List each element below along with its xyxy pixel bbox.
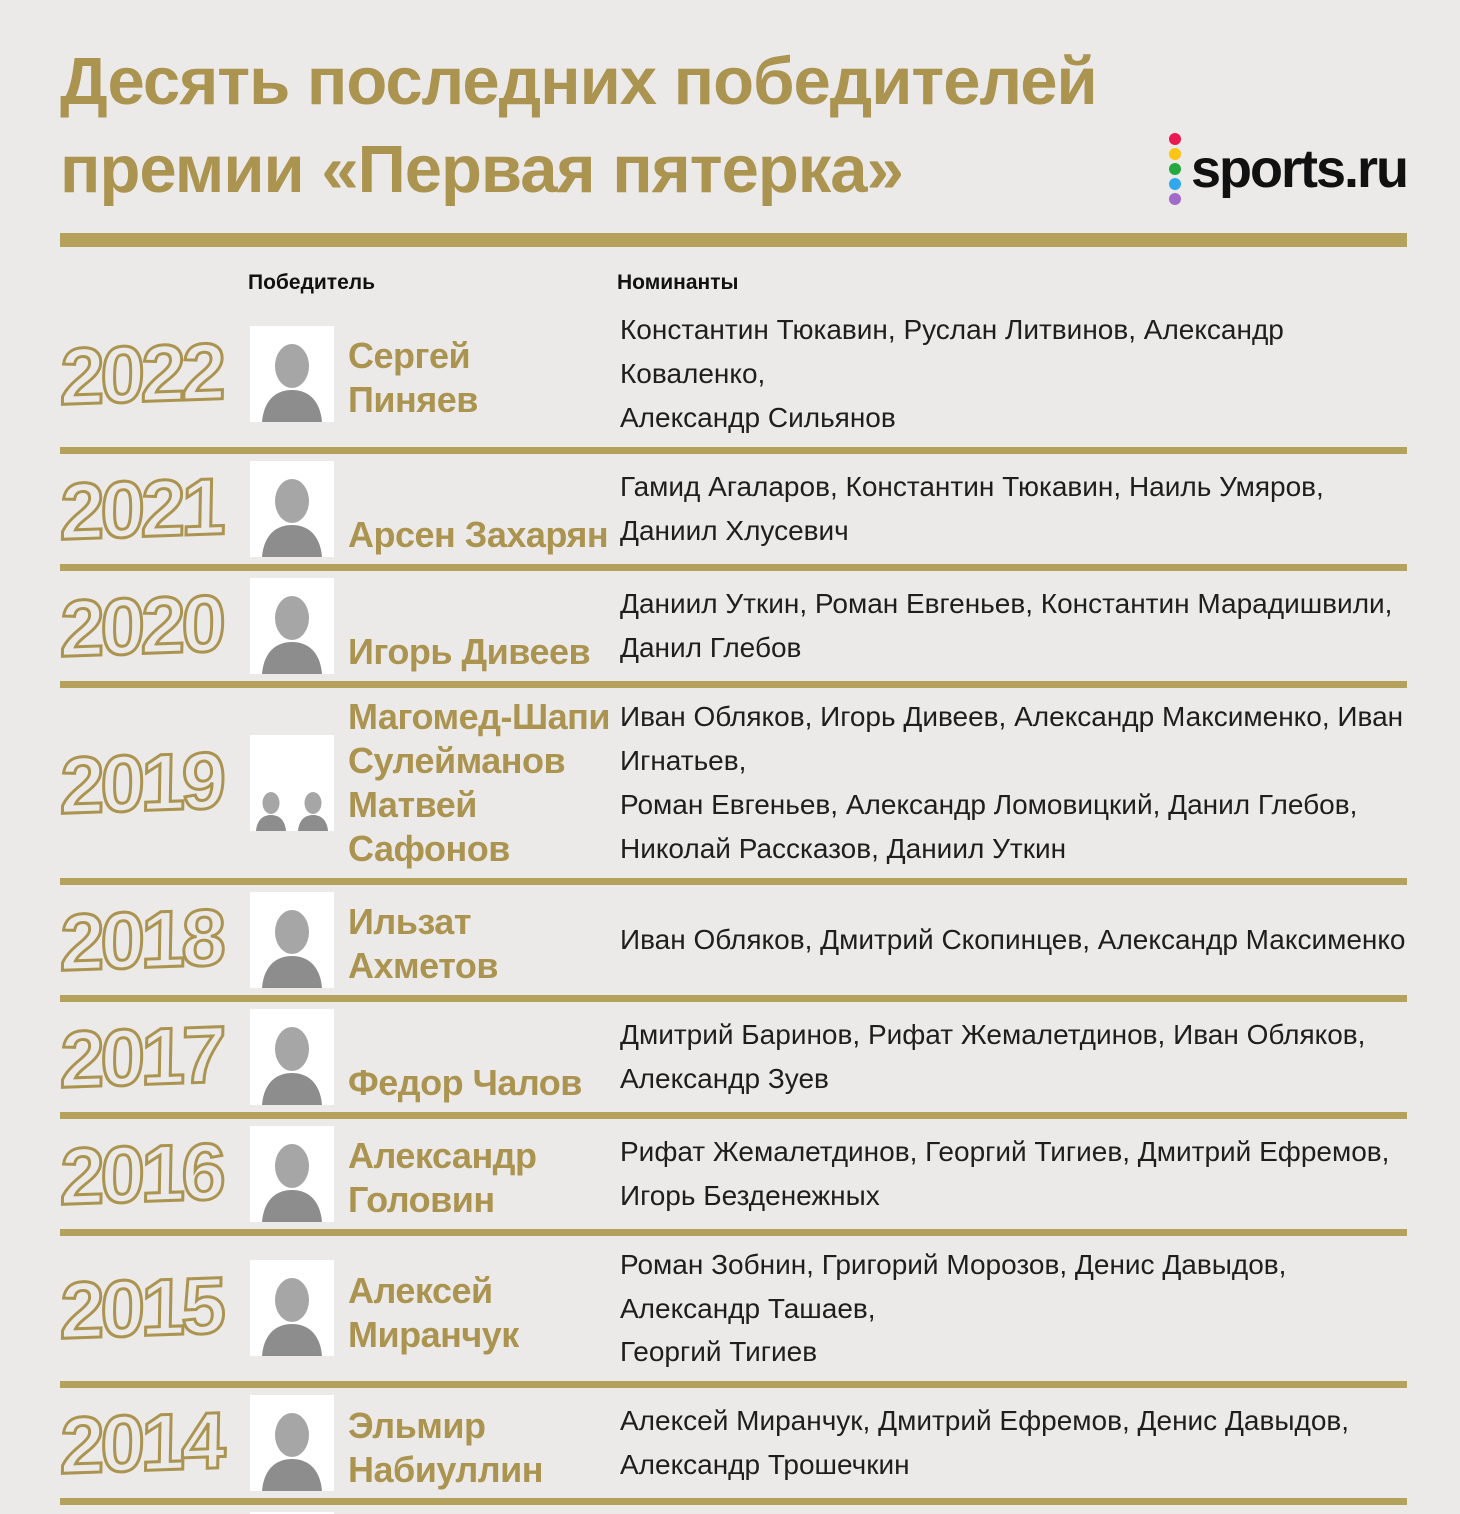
table-row: 2022 Сергей Пиняев Константин Тюкавин, Р…	[58, 301, 1407, 454]
title-separator	[60, 232, 1407, 247]
winner-photo	[250, 1395, 334, 1492]
table-row: 2014 Эльмир Набиуллин Алексей Миранчук, …	[58, 1388, 1407, 1506]
column-header-nominees: Номинанты	[617, 270, 739, 294]
table-row: 2021 Арсен Захарян Гамид Агаларов, Конст…	[58, 454, 1407, 571]
table-row: 2017 Федор Чалов Дмитрий Баринов, Рифат …	[58, 1002, 1407, 1119]
winner-name-cell: Ильзат Ахметов	[348, 892, 620, 988]
person-silhouette-icon	[250, 1512, 334, 1514]
person-silhouette-icon	[250, 1260, 334, 1357]
winner-name: Эльмир Набиуллин	[348, 1404, 544, 1490]
logo-dot	[1168, 162, 1181, 175]
nominees-list: Алексей Миранчук, Дмитрий Ефремов, Денис…	[620, 1405, 1350, 1481]
person-silhouette-icon	[250, 1008, 334, 1105]
year-label: 2020	[58, 577, 224, 675]
page-title: Десять последних победителей премии «Пер…	[60, 44, 1098, 208]
person-silhouette-icon	[250, 460, 334, 557]
year-label: 2014	[58, 1395, 224, 1493]
winner-name: Игорь Дивеев	[348, 630, 591, 672]
person-silhouette-icon	[250, 891, 334, 988]
year-label: 2015	[58, 1260, 224, 1358]
year-label: 2016	[58, 1125, 224, 1223]
winner-name-cell: Федор Чалов	[348, 1009, 620, 1105]
winner-name-cell: Сергей Пиняев	[348, 326, 620, 422]
person-silhouette-icon	[250, 1125, 334, 1222]
nominees-list: Роман Зобнин, Григорий Морозов, Денис Да…	[620, 1248, 1287, 1368]
sports-ru-dots-icon	[1168, 132, 1181, 205]
person-silhouette-icon	[250, 782, 292, 831]
person-silhouette-icon	[250, 325, 334, 422]
winner-name-cell: Эльмир Набиуллин	[348, 1395, 620, 1491]
year-label: 2022	[58, 325, 224, 423]
winners-table: 2022 Сергей Пиняев Константин Тюкавин, Р…	[58, 301, 1407, 1514]
winner-name-cell: Игорь Дивеев	[348, 578, 620, 674]
sports-ru-logo: sports.ru	[1168, 132, 1409, 205]
winner-name-cell: Арсен Захарян	[348, 461, 620, 557]
winner-photo	[250, 1008, 334, 1105]
winner-name-cell: Алексей Миранчук	[348, 1260, 620, 1356]
winner-photo	[250, 1125, 334, 1222]
winner-name: Арсен Захарян	[348, 513, 609, 555]
winner-photo	[250, 577, 334, 674]
nominees-list: Гамид Агаларов, Константин Тюкавин, Наил…	[620, 470, 1324, 546]
logo-dot	[1168, 147, 1181, 160]
nominees-list: Дмитрий Баринов, Рифат Жемалетдинов, Ива…	[620, 1018, 1366, 1094]
person-silhouette-icon	[250, 577, 334, 674]
winner-name-cell: Александр Головин	[348, 1126, 620, 1222]
table-row: 2020 Игорь Дивеев Даниил Уткин, Роман Ев…	[58, 571, 1407, 688]
winner-photo	[250, 325, 334, 422]
winner-name: Сергей Пиняев	[348, 334, 478, 420]
winner-photo	[250, 734, 334, 831]
winner-photo	[250, 1260, 334, 1357]
table-row: 2013 Константин Базелюк Алексей Миранчук…	[58, 1505, 1407, 1514]
logo-dot	[1168, 132, 1181, 145]
nominees-list: Рифат Жемалетдинов, Георгий Тигиев, Дмит…	[620, 1135, 1390, 1211]
year-label: 2019	[58, 734, 224, 832]
nominees-list: Иван Обляков, Дмитрий Скопинцев, Алексан…	[620, 923, 1406, 955]
table-row: 2016 Александр Головин Рифат Жемалетдино…	[58, 1119, 1407, 1236]
winner-photo	[250, 460, 334, 557]
column-header-winner: Победитель	[248, 270, 376, 294]
table-row: 2015 Алексей Миранчук Роман Зобнин, Григ…	[58, 1236, 1407, 1389]
winner-name-cell: Магомед-Шапи Сулейманов Матвей Сафонов	[348, 695, 620, 871]
nominees-list: Константин Тюкавин, Руслан Литвинов, Але…	[620, 313, 1284, 433]
person-silhouette-icon	[292, 782, 334, 831]
table-row: 2018 Ильзат Ахметов Иван Обляков, Дмитри…	[58, 885, 1407, 1002]
person-silhouette-icon	[250, 1395, 334, 1492]
logo-dot	[1168, 192, 1181, 205]
winner-name: Алексей Миранчук	[348, 1269, 519, 1355]
year-label: 2017	[58, 1008, 224, 1106]
nominees-list: Иван Обляков, Игорь Дивеев, Александр Ма…	[620, 700, 1404, 864]
masthead: Десять последних победителей премии «Пер…	[60, 0, 1409, 215]
table-row: 2019 Магомед-Шапи Сулейманов Матвей Сафо…	[58, 688, 1407, 885]
logo-dot	[1168, 177, 1181, 190]
winner-name: Магомед-Шапи Сулейманов Матвей Сафонов	[348, 695, 611, 869]
winner-photo	[250, 1512, 334, 1514]
nominees-list: Даниил Уткин, Роман Евгеньев, Константин…	[620, 587, 1393, 663]
winner-name: Федор Чалов	[348, 1061, 582, 1103]
year-label: 2018	[58, 891, 224, 989]
year-label: 2021	[58, 460, 224, 558]
winner-name: Александр Головин	[348, 1134, 537, 1220]
column-headers: Победитель Номинанты	[60, 247, 1407, 301]
winner-name: Ильзат Ахметов	[348, 900, 498, 986]
sports-ru-logo-text: sports.ru	[1190, 138, 1409, 199]
winner-photo	[250, 891, 334, 988]
